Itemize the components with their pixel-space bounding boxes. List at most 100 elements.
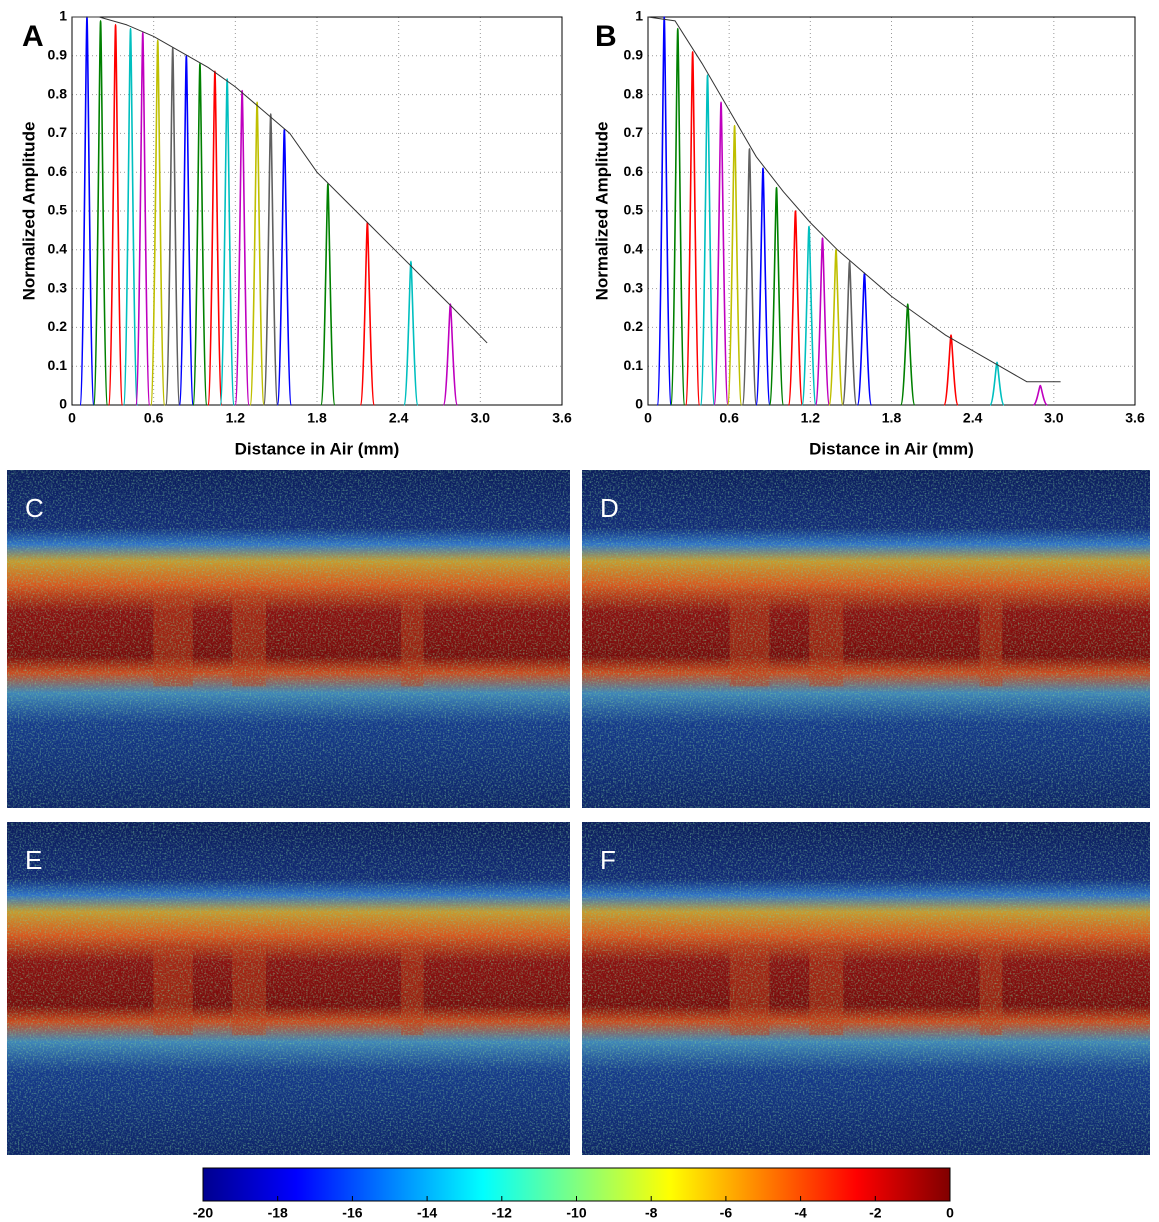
x-axis-label: Distance in Air (mm) (809, 439, 974, 458)
colorbar-tick-label: -14 (417, 1205, 437, 1221)
peak (320, 183, 336, 406)
panel-label: B (595, 20, 617, 53)
y-tick-label: 0.3 (624, 279, 644, 295)
colorbar-tick-label: -16 (342, 1205, 362, 1221)
colorbar-tick-label: -6 (720, 1205, 733, 1221)
x-tick-label: 1.8 (882, 410, 902, 426)
peak (92, 20, 109, 406)
x-tick-label: 1.2 (801, 410, 821, 426)
y-tick-label: 0.4 (48, 241, 68, 257)
image-panels: C D E F (7, 470, 1150, 1155)
peak (726, 124, 743, 406)
peak (234, 89, 250, 406)
peak (164, 47, 181, 406)
y-tick-label: 0.8 (48, 85, 68, 101)
peak (989, 361, 1005, 406)
colorbar-tick-label: -12 (492, 1205, 512, 1221)
peak (656, 16, 673, 406)
colorbar-tick-label: -2 (869, 1205, 882, 1221)
y-tick-label: 0.7 (48, 124, 68, 140)
panel-label: C (25, 493, 44, 523)
envelope-line (72, 16, 488, 344)
x-tick-label: 0 (68, 410, 76, 426)
y-tick-label: 1 (59, 8, 67, 24)
peak (899, 303, 916, 406)
speckle (582, 822, 1150, 1155)
peak (1032, 384, 1048, 406)
panel-label: F (600, 845, 616, 875)
x-tick-label: 3.0 (471, 410, 491, 426)
y-tick-label: 0.1 (48, 357, 68, 373)
y-tick-label: 0.9 (48, 47, 68, 63)
peak (841, 260, 858, 406)
peak (442, 303, 459, 406)
x-tick-label: 2.4 (389, 410, 409, 426)
colorbar-tick-label: -4 (794, 1205, 807, 1221)
colorbar-tick-label: -8 (645, 1205, 658, 1221)
panel-label: E (25, 845, 42, 875)
y-tick-label: 0.1 (624, 357, 644, 373)
y-tick-label: 0.6 (48, 163, 68, 179)
peak (122, 27, 139, 406)
peak (755, 167, 771, 406)
peak (79, 16, 95, 406)
panel-label: A (22, 20, 44, 53)
speckle (582, 470, 1150, 808)
peak (403, 260, 419, 406)
panel-label: D (600, 493, 619, 523)
speckle (7, 470, 570, 808)
peak (107, 23, 124, 406)
y-tick-label: 0.5 (48, 202, 68, 218)
colorbar (202, 1167, 951, 1202)
y-tick-label: 0.9 (624, 47, 644, 63)
y-tick-label: 0.2 (48, 318, 68, 334)
y-tick-label: 0.4 (624, 241, 644, 257)
colorbar-tick-label: -10 (566, 1205, 586, 1221)
y-tick-label: 0.5 (624, 202, 644, 218)
y-tick-label: 0 (59, 396, 67, 412)
x-tick-label: 0 (644, 410, 652, 426)
y-tick-label: 0.3 (48, 279, 68, 295)
peak (262, 113, 279, 406)
y-tick-label: 0 (635, 396, 643, 412)
x-tick-label: 3.6 (552, 410, 572, 426)
peak (207, 70, 223, 406)
colorbar-tick-label: 0 (946, 1205, 954, 1221)
x-tick-label: 0.6 (719, 410, 739, 426)
y-tick-label: 0.7 (624, 124, 644, 140)
peak (943, 334, 959, 406)
peak (178, 54, 195, 406)
peak (787, 210, 804, 406)
y-axis-label: Normalized Amplitude (592, 122, 611, 301)
y-tick-label: 0.8 (624, 85, 644, 101)
x-tick-label: 3.0 (1044, 410, 1064, 426)
y-tick-label: 1 (635, 8, 643, 24)
x-tick-label: 3.6 (1125, 410, 1145, 426)
colorbar-tick-label: -20 (193, 1205, 213, 1221)
peak (768, 186, 785, 406)
peak (684, 51, 701, 406)
envelope-line (647, 16, 1061, 383)
peak (149, 39, 166, 406)
peak (828, 248, 844, 406)
peak (219, 78, 235, 406)
peak (669, 27, 686, 406)
peak (713, 101, 729, 406)
x-tick-label: 1.2 (226, 410, 246, 426)
x-axis-label: Distance in Air (mm) (235, 439, 400, 458)
y-tick-label: 0.2 (624, 318, 644, 334)
speckle (7, 822, 570, 1155)
x-tick-label: 0.6 (144, 410, 164, 426)
peak (699, 74, 716, 406)
plot-frame (647, 16, 1136, 406)
colorbar-tick-label: -18 (268, 1205, 288, 1221)
peak (192, 62, 208, 406)
x-tick-label: 1.8 (307, 410, 327, 426)
peak (134, 31, 151, 406)
x-tick-label: 2.4 (963, 410, 983, 426)
plot-frame (71, 16, 563, 406)
peak (814, 237, 831, 406)
peak (276, 128, 293, 406)
peak (856, 272, 873, 406)
